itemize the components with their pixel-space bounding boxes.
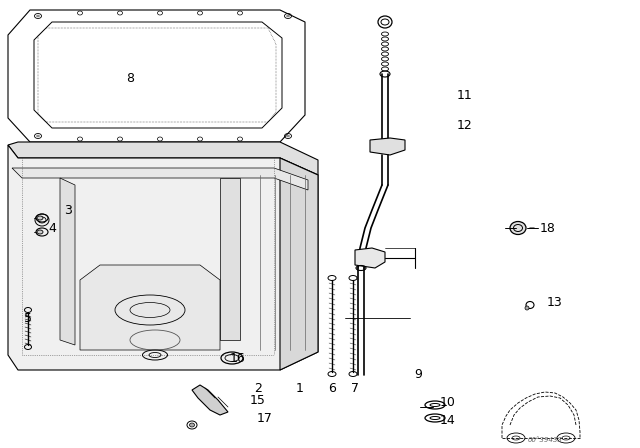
Polygon shape bbox=[8, 142, 318, 175]
Polygon shape bbox=[8, 10, 305, 142]
Ellipse shape bbox=[36, 15, 40, 17]
Ellipse shape bbox=[510, 221, 526, 234]
Text: 12: 12 bbox=[457, 119, 473, 132]
Text: 13: 13 bbox=[547, 296, 563, 309]
Text: 18: 18 bbox=[540, 221, 556, 234]
Polygon shape bbox=[280, 158, 318, 370]
Polygon shape bbox=[80, 265, 220, 350]
Text: 1: 1 bbox=[296, 382, 304, 395]
Text: 17: 17 bbox=[257, 412, 273, 425]
Polygon shape bbox=[370, 138, 405, 155]
Text: 7: 7 bbox=[351, 382, 359, 395]
Ellipse shape bbox=[37, 230, 43, 234]
Ellipse shape bbox=[287, 15, 289, 17]
Text: 8: 8 bbox=[126, 72, 134, 85]
Polygon shape bbox=[60, 178, 75, 345]
Ellipse shape bbox=[525, 306, 529, 310]
Text: 15: 15 bbox=[250, 393, 266, 406]
Text: 10: 10 bbox=[440, 396, 456, 409]
Text: 5: 5 bbox=[24, 311, 32, 324]
Text: 9: 9 bbox=[414, 369, 422, 382]
Polygon shape bbox=[192, 385, 228, 415]
Text: 16: 16 bbox=[230, 352, 246, 365]
Polygon shape bbox=[8, 145, 318, 370]
Polygon shape bbox=[355, 248, 385, 268]
Text: 14: 14 bbox=[440, 414, 456, 426]
Ellipse shape bbox=[189, 423, 195, 427]
Text: 2: 2 bbox=[254, 382, 262, 395]
Text: 4: 4 bbox=[48, 221, 56, 234]
Polygon shape bbox=[12, 168, 308, 190]
Text: 11: 11 bbox=[457, 89, 473, 102]
Polygon shape bbox=[34, 22, 282, 128]
Ellipse shape bbox=[36, 135, 40, 137]
Polygon shape bbox=[220, 178, 240, 340]
Ellipse shape bbox=[287, 135, 289, 137]
Text: 3: 3 bbox=[64, 203, 72, 216]
Ellipse shape bbox=[37, 216, 43, 220]
Text: 00°39433: 00°39433 bbox=[527, 437, 563, 443]
Text: 6: 6 bbox=[328, 382, 336, 395]
